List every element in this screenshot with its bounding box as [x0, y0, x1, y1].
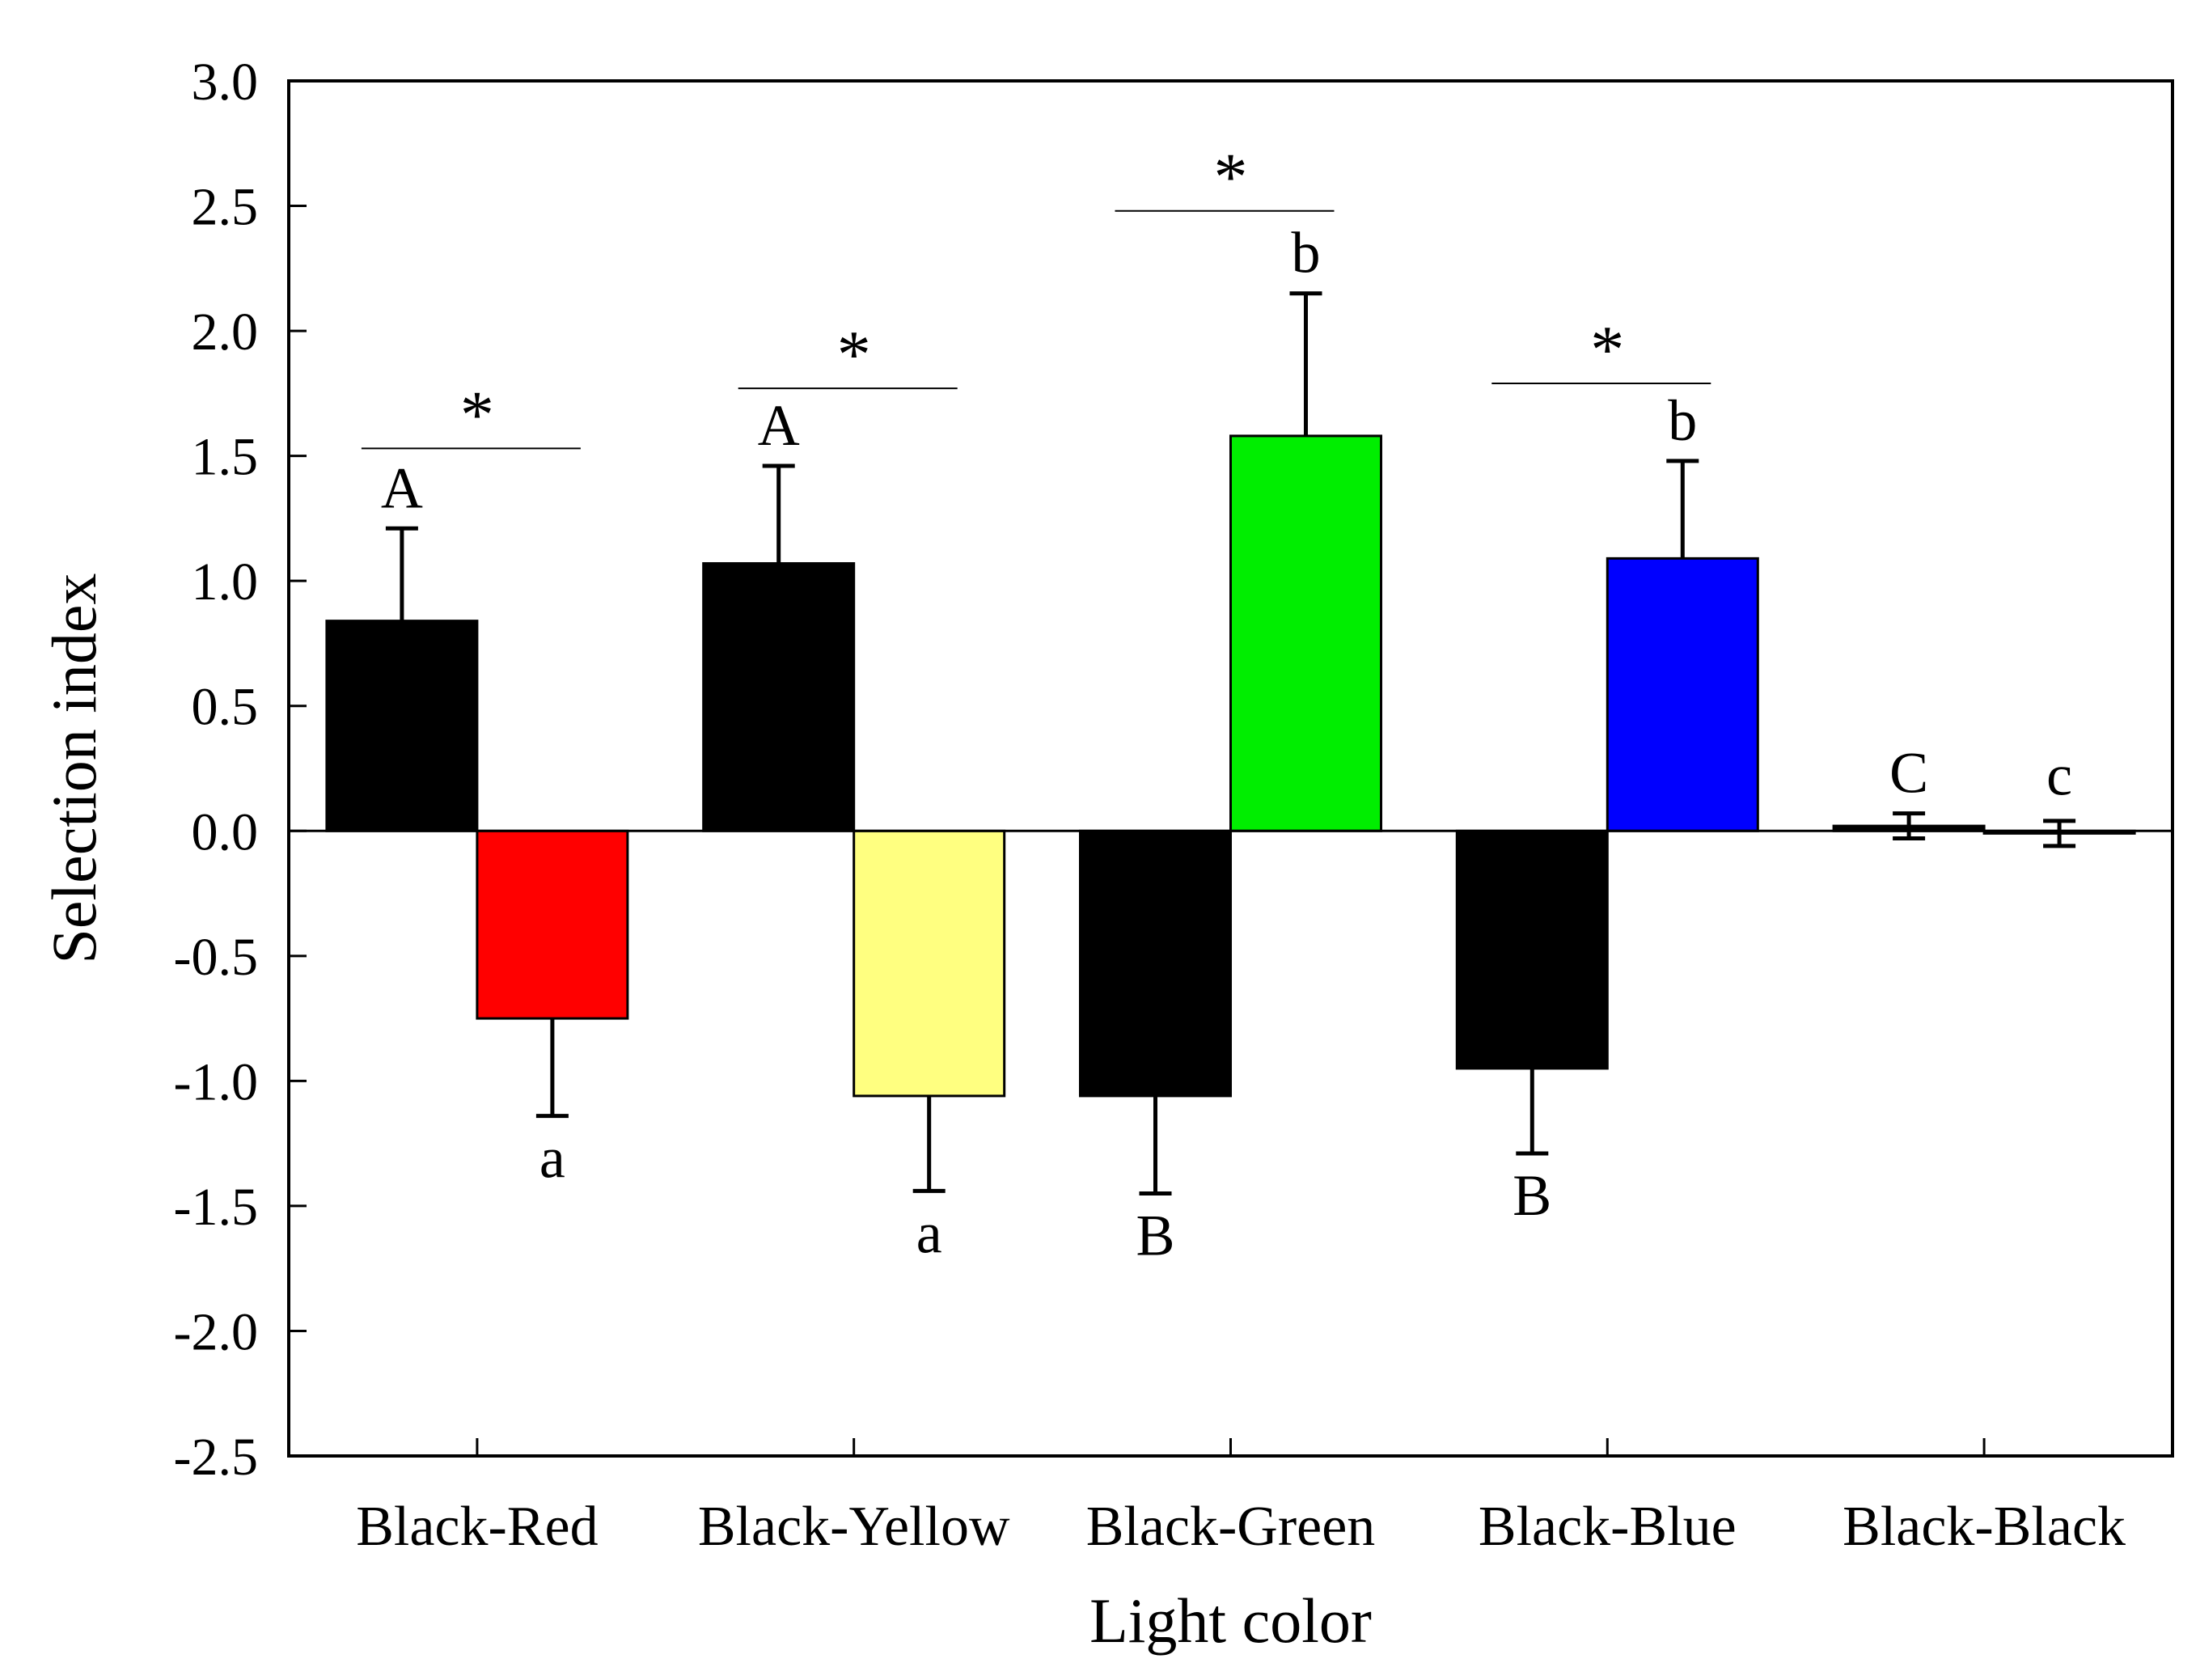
group-letter: C	[1889, 741, 1928, 806]
y-axis-ticks: 3.0 2.5 2.0 1.5 1.0 0.5 0.0 -0.5 -1.0 -1.5 -2.0 -2.…	[174, 53, 307, 1487]
group-letter: a	[916, 1200, 942, 1265]
y-tick-label: 1.0	[192, 552, 259, 611]
bar	[704, 564, 854, 832]
x-tick-label: Black-Green	[1086, 1496, 1376, 1558]
group-letter: c	[2046, 743, 2072, 808]
significance-star: *	[1214, 140, 1248, 215]
y-tick-label: 0.5	[192, 678, 259, 737]
y-tick-label: 2.5	[192, 178, 259, 237]
y-tick-label: -1.0	[174, 1052, 258, 1111]
y-tick-label: -1.5	[174, 1178, 258, 1237]
bar	[1081, 831, 1231, 1096]
group-letter: a	[539, 1126, 565, 1191]
bar	[327, 621, 477, 832]
y-tick-label: 0.0	[192, 802, 259, 861]
group-letter: B	[1136, 1203, 1174, 1267]
significance-star: *	[1590, 312, 1624, 387]
y-tick-label: 3.0	[192, 53, 259, 112]
bar	[1457, 831, 1607, 1069]
x-tick-label: Black-Blue	[1479, 1496, 1737, 1558]
y-tick-label: 2.0	[192, 303, 259, 362]
bar	[477, 831, 628, 1018]
significance-markers: * * * *	[362, 140, 1711, 453]
letter-annotations: A A B B Ca a b b c	[381, 221, 2072, 1268]
bar	[1231, 436, 1381, 831]
significance-star: *	[460, 377, 494, 452]
y-tick-label: -2.0	[174, 1302, 258, 1361]
group-letter: b	[1668, 388, 1697, 453]
group-letter: A	[381, 455, 423, 520]
x-tick-label: Black-Red	[356, 1496, 598, 1558]
bar-chart: 3.0 2.5 2.0 1.5 1.0 0.5 0.0 -0.5 -1.0 -1.5 -2.0 -2.…	[0, 0, 2200, 1676]
significance-star: *	[837, 317, 871, 392]
group-letter: A	[758, 393, 800, 458]
bar	[854, 831, 1005, 1096]
x-axis-title: Light color	[1089, 1585, 1372, 1656]
y-tick-label: 1.5	[192, 428, 259, 487]
y-tick-label: -0.5	[174, 928, 258, 987]
x-tick-label: Black-Black	[1842, 1496, 2126, 1558]
group-letter: b	[1292, 221, 1321, 286]
x-tick-label: Black-Yellow	[698, 1496, 1010, 1558]
bars-layer	[327, 436, 2134, 1096]
bar	[1607, 558, 1758, 831]
chart: 3.0 2.5 2.0 1.5 1.0 0.5 0.0 -0.5 -1.0 -1.5 -2.0 -2.…	[0, 0, 2200, 1676]
y-tick-label: -2.5	[174, 1428, 258, 1487]
group-letter: B	[1512, 1163, 1551, 1228]
y-axis-title: Selection index	[39, 573, 109, 963]
